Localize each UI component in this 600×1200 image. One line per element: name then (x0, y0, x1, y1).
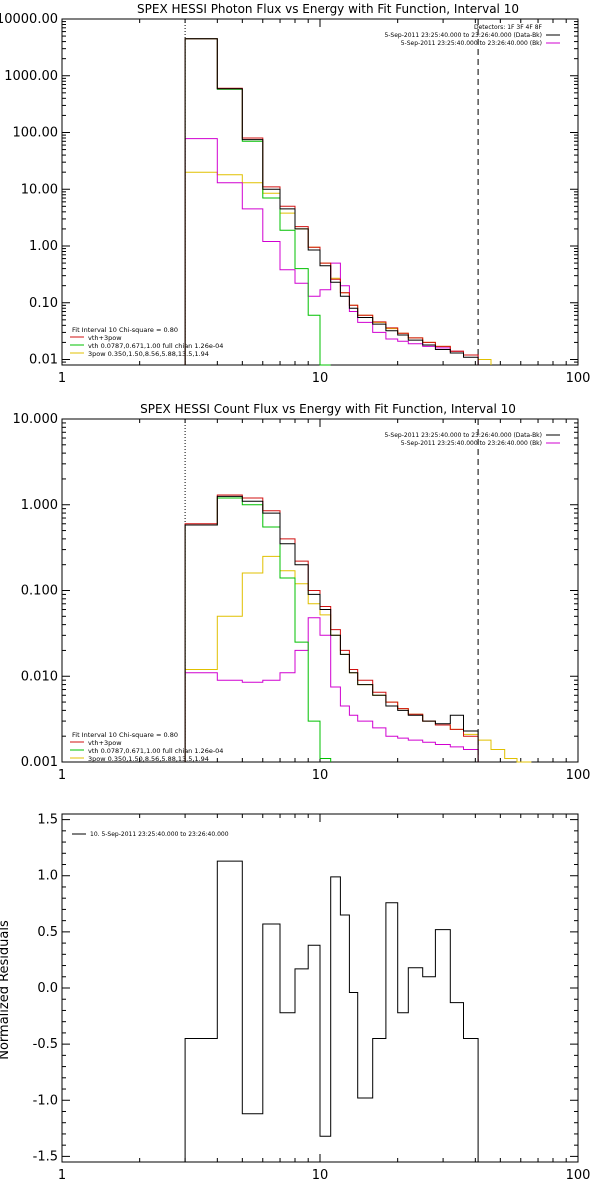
photon-flux-panel: SPEX HESSI Photon Flux vs Energy with Fi… (0, 2, 590, 386)
count-flux-legend-total: vth+3pow (88, 739, 122, 747)
y-tick-label: 10.000 (13, 412, 59, 427)
y-tick-label: 1000.00 (4, 69, 58, 84)
x-tick-label: 10 (312, 768, 329, 783)
y-tick-label: -0.5 (33, 1037, 58, 1052)
photon-flux-title: SPEX HESSI Photon Flux vs Energy with Fi… (137, 2, 519, 16)
x-tick-label: 1 (58, 768, 66, 783)
series-data-bk (184, 495, 479, 762)
residuals-panel: Normalized Residuals 10. 5-Sep-2011 23:2… (0, 813, 590, 1183)
y-tick-label: 1.000 (21, 498, 58, 513)
count-flux-header-line2: 5-Sep-2011 23:25:40.000 to 23:26:40.000 … (401, 440, 542, 447)
residuals-ylabel: Normalized Residuals (0, 920, 12, 1060)
photon-flux-header-line2: 5-Sep-2011 23:25:40.000 to 23:26:40.000 … (401, 40, 542, 47)
series-bk (184, 617, 479, 762)
y-tick-label: 0.10 (29, 296, 58, 311)
y-tick-label: 0.100 (21, 584, 58, 599)
photon-flux-legend-total: vth+3pow (88, 334, 122, 342)
photon-flux-legend-vth: vth 0.0787,0.671,1.00 full chian 1.26e-0… (88, 342, 223, 350)
y-tick-label: -1.0 (33, 1093, 58, 1108)
x-tick-label: 100 (566, 1168, 591, 1183)
count-flux-panel: SPEX HESSI Count Flux vs Energy with Fit… (13, 402, 591, 783)
photon-flux-legend-fit: Fit Interval 10 Chi-square = 0.80 (72, 326, 178, 334)
photon-flux-header-line1: 5-Sep-2011 23:25:40.000 to 23:26:40.000 … (384, 32, 542, 39)
residuals-legend: 10. 5-Sep-2011 23:25:40.000 to 23:26:40.… (90, 831, 229, 838)
x-tick-label: 100 (566, 768, 591, 783)
x-tick-label: 1 (58, 1168, 66, 1183)
count-flux-header-line1: 5-Sep-2011 23:25:40.000 to 23:26:40.000 … (384, 432, 542, 439)
series-data-bk (184, 38, 479, 365)
x-tick-label: 10 (312, 1168, 329, 1183)
count-flux-legend-fit: Fit Interval 10 Chi-square = 0.80 (72, 731, 178, 739)
count-flux-title: SPEX HESSI Count Flux vs Energy with Fit… (140, 402, 516, 416)
y-tick-label: 0.001 (21, 755, 58, 770)
count-flux-legend-3pow: 3pow 0.350,1.50,8.56,5.88,13.5,1.94 (88, 755, 209, 763)
y-tick-label: 0.010 (21, 669, 58, 684)
series-10-5-sep-2011-23-25-40-000-to-23-26-40-000 (184, 860, 479, 1162)
photon-flux-legend-3pow: 3pow 0.350,1.50,8.56,5.88,13.5,1.94 (88, 350, 209, 358)
x-tick-label: 10 (312, 371, 329, 386)
y-tick-label: -1.5 (33, 1149, 58, 1164)
y-tick-label: 1.5 (37, 813, 58, 828)
x-tick-label: 100 (566, 371, 591, 386)
photon-flux-detectors: Detectors: 1F 3F 4F 8F (474, 24, 543, 31)
y-tick-label: 1.0 (37, 869, 58, 884)
x-tick-label: 1 (58, 371, 66, 386)
y-tick-label: 0.5 (37, 925, 58, 940)
y-tick-label: 0.01 (29, 353, 58, 368)
y-tick-label: 100.00 (13, 126, 59, 141)
y-tick-label: 0.0 (37, 981, 58, 996)
y-tick-label: 10.00 (21, 182, 58, 197)
count-flux-legend-vth: vth 0.0787,0.671,1.00 full chian 1.26e-0… (88, 747, 223, 755)
y-tick-label: 10000.00 (0, 12, 58, 27)
y-tick-label: 1.00 (29, 239, 58, 254)
